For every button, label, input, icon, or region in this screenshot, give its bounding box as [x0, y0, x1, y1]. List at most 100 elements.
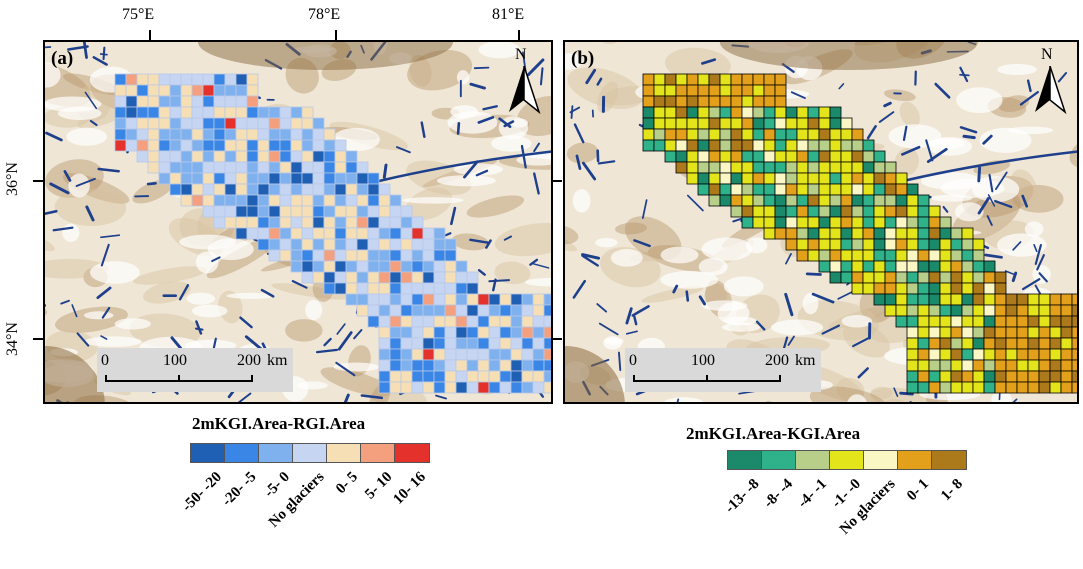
grid-cell — [455, 326, 468, 339]
grid-cell — [367, 238, 380, 251]
grid-cell — [1005, 381, 1018, 394]
grid-cell — [818, 194, 831, 207]
grid-cell — [928, 238, 941, 251]
grid-cell — [400, 348, 413, 361]
grid-cell — [862, 161, 875, 174]
grid-cell — [466, 359, 479, 372]
grid-cell — [433, 348, 446, 361]
grid-cell — [818, 128, 831, 141]
grid-cell — [741, 150, 754, 163]
north-arrow-icon — [509, 66, 541, 114]
grid-cell — [389, 304, 402, 317]
grid-cell — [356, 161, 369, 174]
grid-cell — [851, 282, 864, 295]
glacier-streak — [942, 205, 949, 213]
grid-cell — [1049, 381, 1062, 394]
grid-cell — [257, 161, 270, 174]
grid-cell — [818, 227, 831, 240]
grid-cell — [202, 106, 215, 119]
relief-patch — [133, 266, 207, 285]
grid-cell — [763, 84, 776, 97]
grid-cell — [378, 381, 391, 394]
relief-patch — [143, 281, 191, 304]
glacier-streak — [337, 331, 353, 351]
grid-cell — [917, 227, 930, 240]
legend-swatch — [932, 451, 966, 469]
grid-cell — [741, 106, 754, 119]
relief-patch — [567, 67, 644, 110]
snow-patch — [453, 163, 504, 176]
grid-cell — [136, 139, 149, 152]
grid-cell — [708, 106, 721, 119]
grid-cell — [378, 359, 391, 372]
grid-cell — [961, 370, 974, 383]
grid-cell — [345, 205, 358, 218]
glacier-streak — [529, 258, 539, 266]
grid-cell — [796, 249, 809, 262]
grid-cell — [1038, 370, 1051, 383]
grid-cell — [334, 150, 347, 163]
grid-cell — [356, 271, 369, 284]
grid-cell — [400, 205, 413, 218]
grid-cell — [1060, 337, 1073, 350]
grid-cell — [422, 282, 435, 295]
grid-cell — [873, 172, 886, 185]
grid-cell — [301, 139, 314, 152]
grid-cell — [246, 117, 259, 130]
grid-cell — [697, 106, 710, 119]
grid-cell — [939, 227, 952, 240]
grid-cell — [917, 216, 930, 229]
grid-cell — [719, 84, 732, 97]
grid-cell — [235, 106, 248, 119]
grid-cell — [785, 238, 798, 251]
relief-patch — [565, 224, 579, 245]
grid-cell — [708, 194, 721, 207]
grid-cell — [312, 205, 325, 218]
grid-cell — [400, 238, 413, 251]
grid-cell — [499, 315, 512, 328]
relief-patch — [899, 101, 920, 128]
grid-cell — [268, 205, 281, 218]
grid-cell — [774, 73, 787, 86]
grid-cell — [840, 227, 853, 240]
grid-cell — [873, 260, 886, 273]
grid-cell — [466, 282, 479, 295]
grid-cell — [411, 359, 424, 372]
grid-cell — [697, 128, 710, 141]
grid-cell — [642, 84, 655, 97]
glacier-streak — [598, 322, 619, 336]
grid-cell — [367, 194, 380, 207]
grid-cell — [851, 172, 864, 185]
grid-cell — [950, 293, 963, 306]
grid-cell — [763, 194, 776, 207]
grid-cell — [840, 216, 853, 229]
grid-cell — [213, 73, 226, 86]
snow-patch — [955, 202, 984, 222]
grid-cell — [323, 150, 336, 163]
grid-cell — [807, 227, 820, 240]
grid-cell — [411, 348, 424, 361]
grid-cell — [774, 172, 787, 185]
grid-cell — [851, 271, 864, 284]
grid-cell — [213, 205, 226, 218]
grid-cell — [708, 128, 721, 141]
grid-cell — [917, 238, 930, 251]
grid-cell — [411, 370, 424, 383]
grid-cell — [400, 304, 413, 317]
snow-patch — [565, 53, 583, 70]
grid-cell — [312, 271, 325, 284]
snow-patch — [90, 261, 140, 284]
snow-patch — [841, 315, 873, 328]
grid-cell — [268, 172, 281, 185]
grid-cell — [202, 128, 215, 141]
grid-cell — [774, 227, 787, 240]
north-letter-a: N — [515, 46, 527, 63]
grid-cell — [301, 150, 314, 163]
grid-cell — [917, 260, 930, 273]
glacier-streak — [239, 316, 253, 329]
north-arrow-b: N — [1033, 46, 1067, 118]
legend-swatch — [762, 451, 796, 469]
relief-patch — [566, 142, 599, 164]
grid-cell — [774, 84, 787, 97]
grid-cell — [763, 161, 776, 174]
